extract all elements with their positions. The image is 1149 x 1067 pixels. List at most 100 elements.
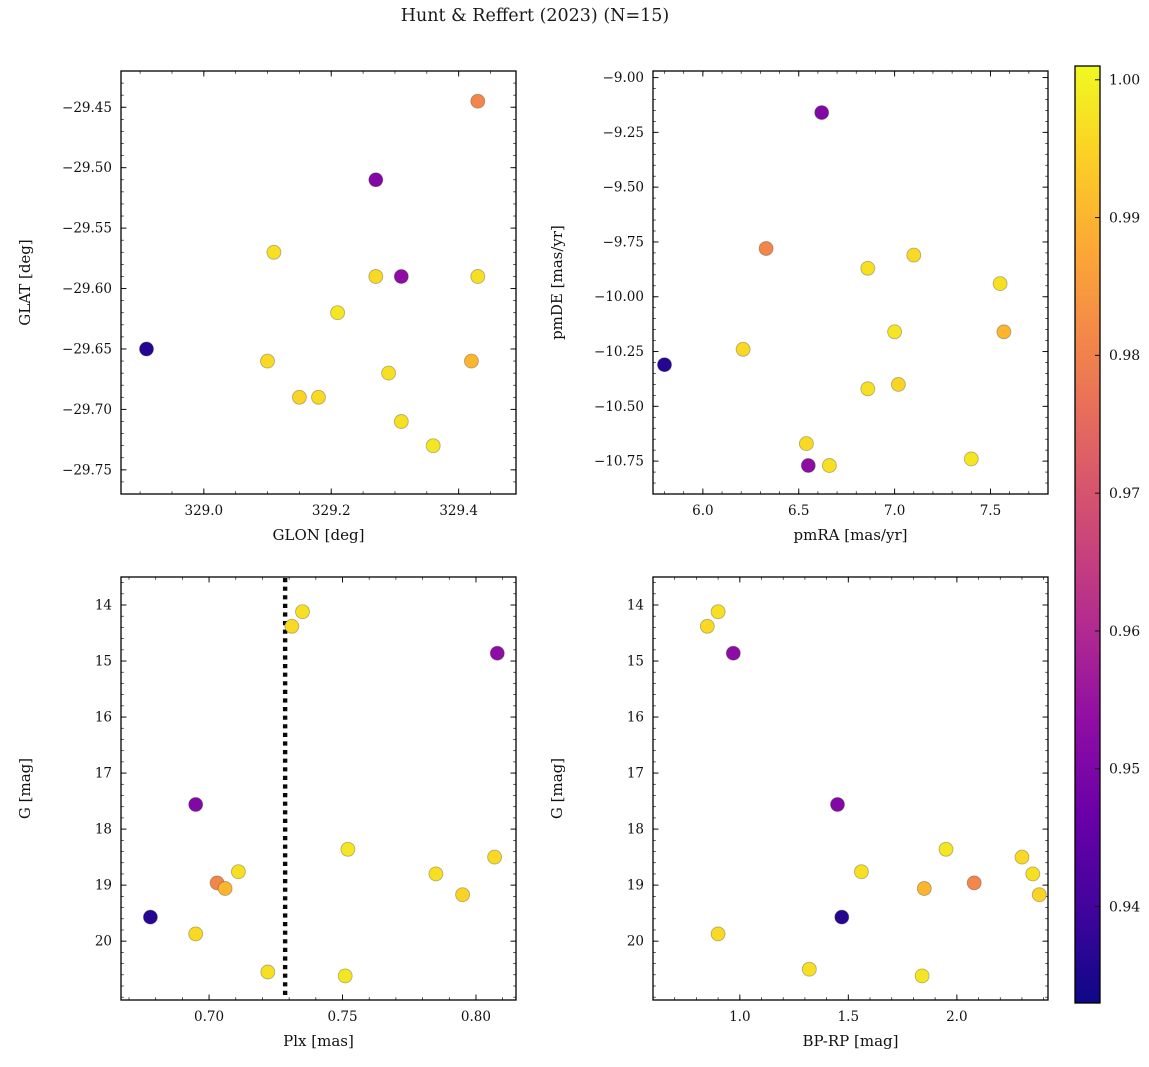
data-point	[735, 341, 751, 357]
svg-text:19: 19	[95, 878, 112, 894]
data-point	[470, 93, 486, 109]
data-point	[217, 881, 233, 896]
svg-text:0.96: 0.96	[1109, 624, 1140, 640]
svg-text:0.95: 0.95	[1109, 762, 1140, 778]
svg-text:GLON [deg]: GLON [deg]	[273, 526, 365, 544]
data-point	[295, 604, 310, 620]
data-point	[938, 841, 954, 857]
svg-text:7.5: 7.5	[980, 503, 1001, 519]
data-point	[1031, 887, 1047, 903]
svg-text:15: 15	[95, 654, 112, 670]
scatter-points	[699, 604, 1047, 984]
data-point	[284, 618, 300, 634]
svg-text:329.2: 329.2	[312, 503, 351, 519]
svg-text:0.99: 0.99	[1109, 210, 1140, 226]
data-point	[853, 864, 869, 880]
svg-text:15: 15	[627, 654, 644, 670]
svg-text:G [mag]: G [mag]	[16, 758, 34, 819]
svg-text:−9.75: −9.75	[603, 234, 644, 250]
data-point	[188, 797, 204, 812]
figure-title: Hunt & Reffert (2023) (N=15)	[400, 6, 670, 26]
data-point	[992, 276, 1008, 292]
data-point	[710, 604, 726, 620]
svg-text:pmDE [mas/yr]: pmDE [mas/yr]	[548, 225, 566, 340]
panel-g-vs-bprp: 1.0 1.5 2.0 14 15 16 17 18 19 20 BP-RP [mag] G [mag…	[548, 576, 1049, 1050]
data-point	[142, 909, 158, 925]
data-point	[996, 324, 1012, 340]
data-point	[800, 458, 816, 473]
data-point	[699, 618, 715, 634]
svg-text:−29.45: −29.45	[62, 100, 112, 116]
svg-text:−29.70: −29.70	[62, 402, 112, 418]
svg-text:pmRA [mas/yr]: pmRA [mas/yr]	[794, 526, 908, 544]
data-point	[489, 645, 505, 661]
svg-text:329.4: 329.4	[439, 503, 478, 519]
data-point	[821, 458, 837, 473]
svg-text:18: 18	[627, 822, 644, 838]
svg-text:6.0: 6.0	[692, 503, 713, 519]
svg-text:G [mag]: G [mag]	[548, 758, 566, 819]
svg-text:0.75: 0.75	[327, 1009, 357, 1025]
scatter-points	[657, 105, 1012, 473]
data-point	[830, 797, 845, 812]
data-point	[340, 841, 356, 857]
data-point	[470, 269, 486, 284]
data-point	[887, 324, 903, 340]
data-point	[798, 436, 814, 452]
data-point	[916, 881, 932, 896]
svg-text:0.94: 0.94	[1109, 899, 1140, 915]
svg-text:1.00: 1.00	[1109, 73, 1140, 89]
svg-text:14: 14	[95, 598, 112, 614]
svg-text:16: 16	[95, 710, 112, 726]
data-point	[266, 244, 282, 260]
svg-text:6.5: 6.5	[788, 503, 809, 519]
svg-text:−9.00: −9.00	[603, 70, 644, 86]
svg-text:−10.25: −10.25	[594, 344, 644, 360]
svg-text:0.70: 0.70	[194, 1009, 224, 1025]
svg-text:17: 17	[627, 766, 644, 782]
data-point	[393, 414, 409, 429]
svg-text:Plx [mas]: Plx [mas]	[283, 1032, 354, 1050]
data-point	[1025, 866, 1041, 882]
svg-text:17: 17	[95, 766, 112, 782]
svg-text:0.98: 0.98	[1109, 348, 1140, 364]
svg-text:−29.65: −29.65	[62, 341, 112, 357]
svg-text:0.97: 0.97	[1109, 486, 1140, 502]
data-point	[1014, 849, 1030, 865]
data-point	[188, 926, 204, 942]
data-point	[428, 866, 444, 882]
data-point	[260, 964, 276, 980]
svg-text:−10.75: −10.75	[594, 454, 644, 470]
data-point	[368, 269, 384, 284]
svg-text:−29.60: −29.60	[62, 281, 112, 297]
data-point	[860, 260, 876, 276]
svg-text:1.0: 1.0	[729, 1009, 750, 1025]
svg-text:2.0: 2.0	[946, 1009, 967, 1025]
data-point	[487, 849, 503, 865]
svg-text:20: 20	[95, 934, 112, 950]
data-point	[801, 961, 817, 977]
panel-glat-vs-glon: 329.0 329.2 329.4 −29.45 −29.50 −29.55 −29.60 −…	[16, 70, 517, 544]
data-point	[814, 105, 830, 121]
data-point	[906, 247, 922, 263]
svg-text:−10.00: −10.00	[594, 289, 644, 305]
svg-text:14: 14	[627, 598, 644, 614]
panel-pmde-vs-pmra: 6.0 6.5 7.0 7.5 −9.00 −9.25 −9.50 −9.75 −10.00 −1…	[548, 70, 1049, 544]
svg-text:−9.50: −9.50	[603, 180, 644, 196]
data-point	[890, 376, 906, 392]
svg-text:−29.50: −29.50	[62, 160, 112, 176]
data-point	[657, 357, 672, 373]
svg-text:−29.75: −29.75	[62, 462, 112, 478]
data-point	[914, 968, 930, 984]
data-point	[230, 864, 246, 880]
panel-g-vs-plx: 0.70 0.75 0.80 14 15 16 17 18 19 20 Plx [mas] G [ma…	[16, 576, 517, 1050]
svg-text:0.80: 0.80	[461, 1009, 491, 1025]
svg-text:−10.50: −10.50	[594, 399, 644, 415]
svg-text:1.5: 1.5	[838, 1009, 859, 1025]
svg-text:BP-RP [mag]: BP-RP [mag]	[803, 1032, 899, 1050]
svg-text:329.0: 329.0	[184, 503, 223, 519]
data-point	[455, 887, 471, 903]
svg-text:GLAT [deg]: GLAT [deg]	[16, 239, 34, 326]
data-point	[425, 438, 441, 454]
